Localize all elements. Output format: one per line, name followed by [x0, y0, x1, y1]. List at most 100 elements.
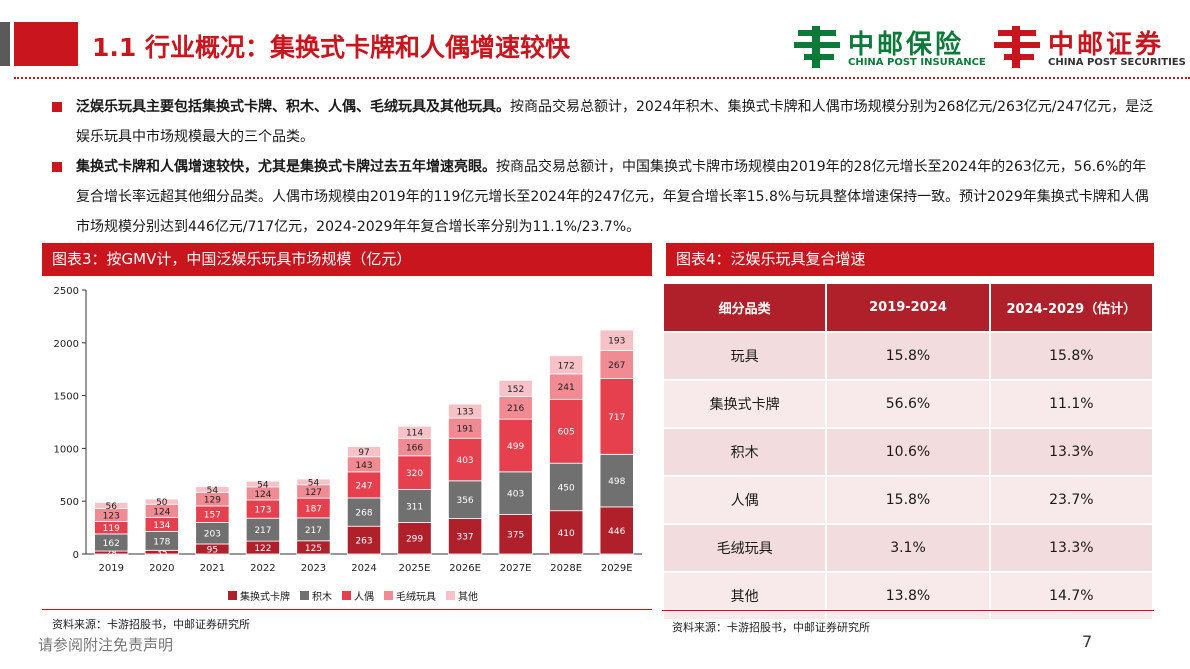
- table-cell: 积木: [661, 427, 828, 477]
- legend-swatch: [300, 590, 309, 600]
- data-label: 124: [153, 507, 170, 517]
- data-label: 54: [308, 478, 320, 488]
- data-label: 217: [305, 526, 322, 536]
- bar-segment: [549, 373, 584, 400]
- bar-segment: [549, 510, 584, 555]
- bullet-square-icon: [52, 102, 62, 112]
- data-label: 157: [204, 511, 221, 521]
- bar-segment: [144, 498, 179, 505]
- bar-segment: [498, 513, 533, 555]
- data-label: 605: [558, 428, 575, 438]
- legend-label: 积木: [312, 591, 332, 603]
- data-label: 134: [153, 521, 170, 531]
- legend-item: 集换式卡牌: [228, 588, 290, 603]
- bullet-square-icon: [52, 162, 62, 172]
- table-cell: 玩具: [661, 331, 828, 381]
- x-tick-label: 2020: [149, 563, 174, 574]
- data-label: 178: [153, 537, 170, 547]
- y-tick-label: 500: [60, 497, 79, 508]
- y-tick-label: 0: [73, 550, 79, 561]
- data-label: 191: [456, 425, 473, 435]
- legend-item: 积木: [300, 588, 332, 603]
- table-cell: 人偶: [661, 475, 828, 525]
- bar-segment: [346, 525, 382, 555]
- logo-cn-text: 中邮证券: [1048, 30, 1165, 60]
- bar-segment: [245, 480, 280, 488]
- x-tick-label: 2027E: [500, 563, 532, 574]
- data-label: 133: [456, 408, 473, 418]
- table-source: 资料来源：卡游招股书，中邮证券研究所: [672, 621, 870, 634]
- table-cell: 11.1%: [988, 379, 1155, 429]
- page-title: 1.1 行业概况：集换式卡牌和人偶增速较快: [92, 33, 570, 62]
- data-label: 97: [358, 448, 369, 458]
- table-cell: 56.6%: [825, 379, 991, 429]
- logo-cn-text: 中邮保险: [848, 30, 965, 60]
- disclaimer-footer: 请参阅附注免责声明: [38, 636, 174, 654]
- legend-swatch: [384, 590, 393, 600]
- table-cell: 14.7%: [988, 571, 1155, 621]
- table-header-2024-2029: 2024-2029（估计）: [988, 282, 1155, 333]
- bar-segment: [397, 489, 432, 523]
- bar-segment: [346, 497, 382, 527]
- y-tick-label: 1500: [54, 392, 79, 403]
- china-post-securities-logo: 中邮证券 CHINA POST SECURITIES: [992, 22, 1186, 72]
- data-label: 337: [456, 533, 473, 543]
- legend-item: 毛绒玩具: [384, 588, 436, 603]
- data-label: 446: [608, 527, 625, 537]
- bar-segment: [448, 480, 483, 519]
- table-cell: 13.3%: [988, 523, 1155, 573]
- legend-swatch: [446, 590, 455, 600]
- bar-segment: [549, 398, 584, 464]
- header-accent-red: [14, 22, 78, 66]
- data-label: 403: [507, 490, 524, 500]
- data-label: 247: [355, 481, 372, 491]
- table-cell: 毛绒玩具: [661, 523, 828, 573]
- logo-en-text: CHINA POST INSURANCE: [848, 57, 986, 68]
- data-label: 268: [355, 509, 372, 519]
- table-cell: 23.7%: [988, 475, 1155, 525]
- bar-segment: [346, 446, 382, 458]
- data-label: 410: [558, 529, 575, 539]
- table-cell: 15.8%: [825, 475, 991, 525]
- bar-segment: [448, 403, 483, 419]
- data-label: 54: [257, 480, 269, 490]
- bullet-list: 泛娱乐玩具主要包括集换式卡牌、积木、人偶、毛绒玩具及其他玩具。按商品交易总额计，…: [46, 92, 1156, 242]
- x-tick-label: 2022: [250, 563, 275, 574]
- table-row: 玩具 15.8% 15.8%: [661, 331, 1155, 381]
- legend-label: 集换式卡牌: [240, 591, 290, 603]
- data-label: 299: [406, 535, 423, 545]
- data-label: 241: [558, 383, 575, 393]
- x-tick-label: 2019: [99, 563, 124, 574]
- data-label: 375: [507, 531, 524, 541]
- table-header-category: 细分品类: [661, 282, 828, 333]
- source-divider: [42, 609, 652, 610]
- china-post-emblem-icon: [994, 26, 1040, 68]
- legend-label: 毛绒玩具: [396, 591, 436, 603]
- table-row: 积木 10.6% 13.3%: [661, 427, 1155, 477]
- data-label: 498: [608, 477, 625, 487]
- table-row: 人偶 15.8% 23.7%: [661, 475, 1155, 525]
- y-tick-label: 1000: [54, 444, 79, 455]
- bar-segment: [549, 462, 584, 512]
- data-label: 152: [507, 385, 524, 395]
- data-label: 203: [204, 530, 221, 540]
- bar-segment: [549, 355, 584, 375]
- data-label: 123: [103, 511, 120, 521]
- bullet-item: 泛娱乐玩具主要包括集换式卡牌、积木、人偶、毛绒玩具及其他玩具。按商品交易总额计，…: [46, 92, 1156, 152]
- chart-legend: 集换式卡牌 积木 人偶 毛绒玩具 其他: [228, 587, 478, 603]
- table-cell: 其他: [661, 571, 828, 621]
- title-divider: [14, 77, 1190, 79]
- x-tick-label: 2028E: [550, 563, 582, 574]
- table-cell: 15.8%: [988, 331, 1155, 381]
- data-label: 124: [254, 490, 271, 500]
- legend-label: 其他: [458, 591, 478, 603]
- bar-segment: [397, 522, 432, 555]
- data-label: 267: [608, 361, 625, 371]
- data-label: 187: [305, 505, 322, 515]
- data-label: 172: [558, 361, 575, 371]
- data-label: 129: [204, 496, 221, 506]
- data-label: 162: [103, 539, 120, 549]
- data-label: 122: [254, 544, 271, 554]
- x-tick-label: 2025E: [399, 563, 431, 574]
